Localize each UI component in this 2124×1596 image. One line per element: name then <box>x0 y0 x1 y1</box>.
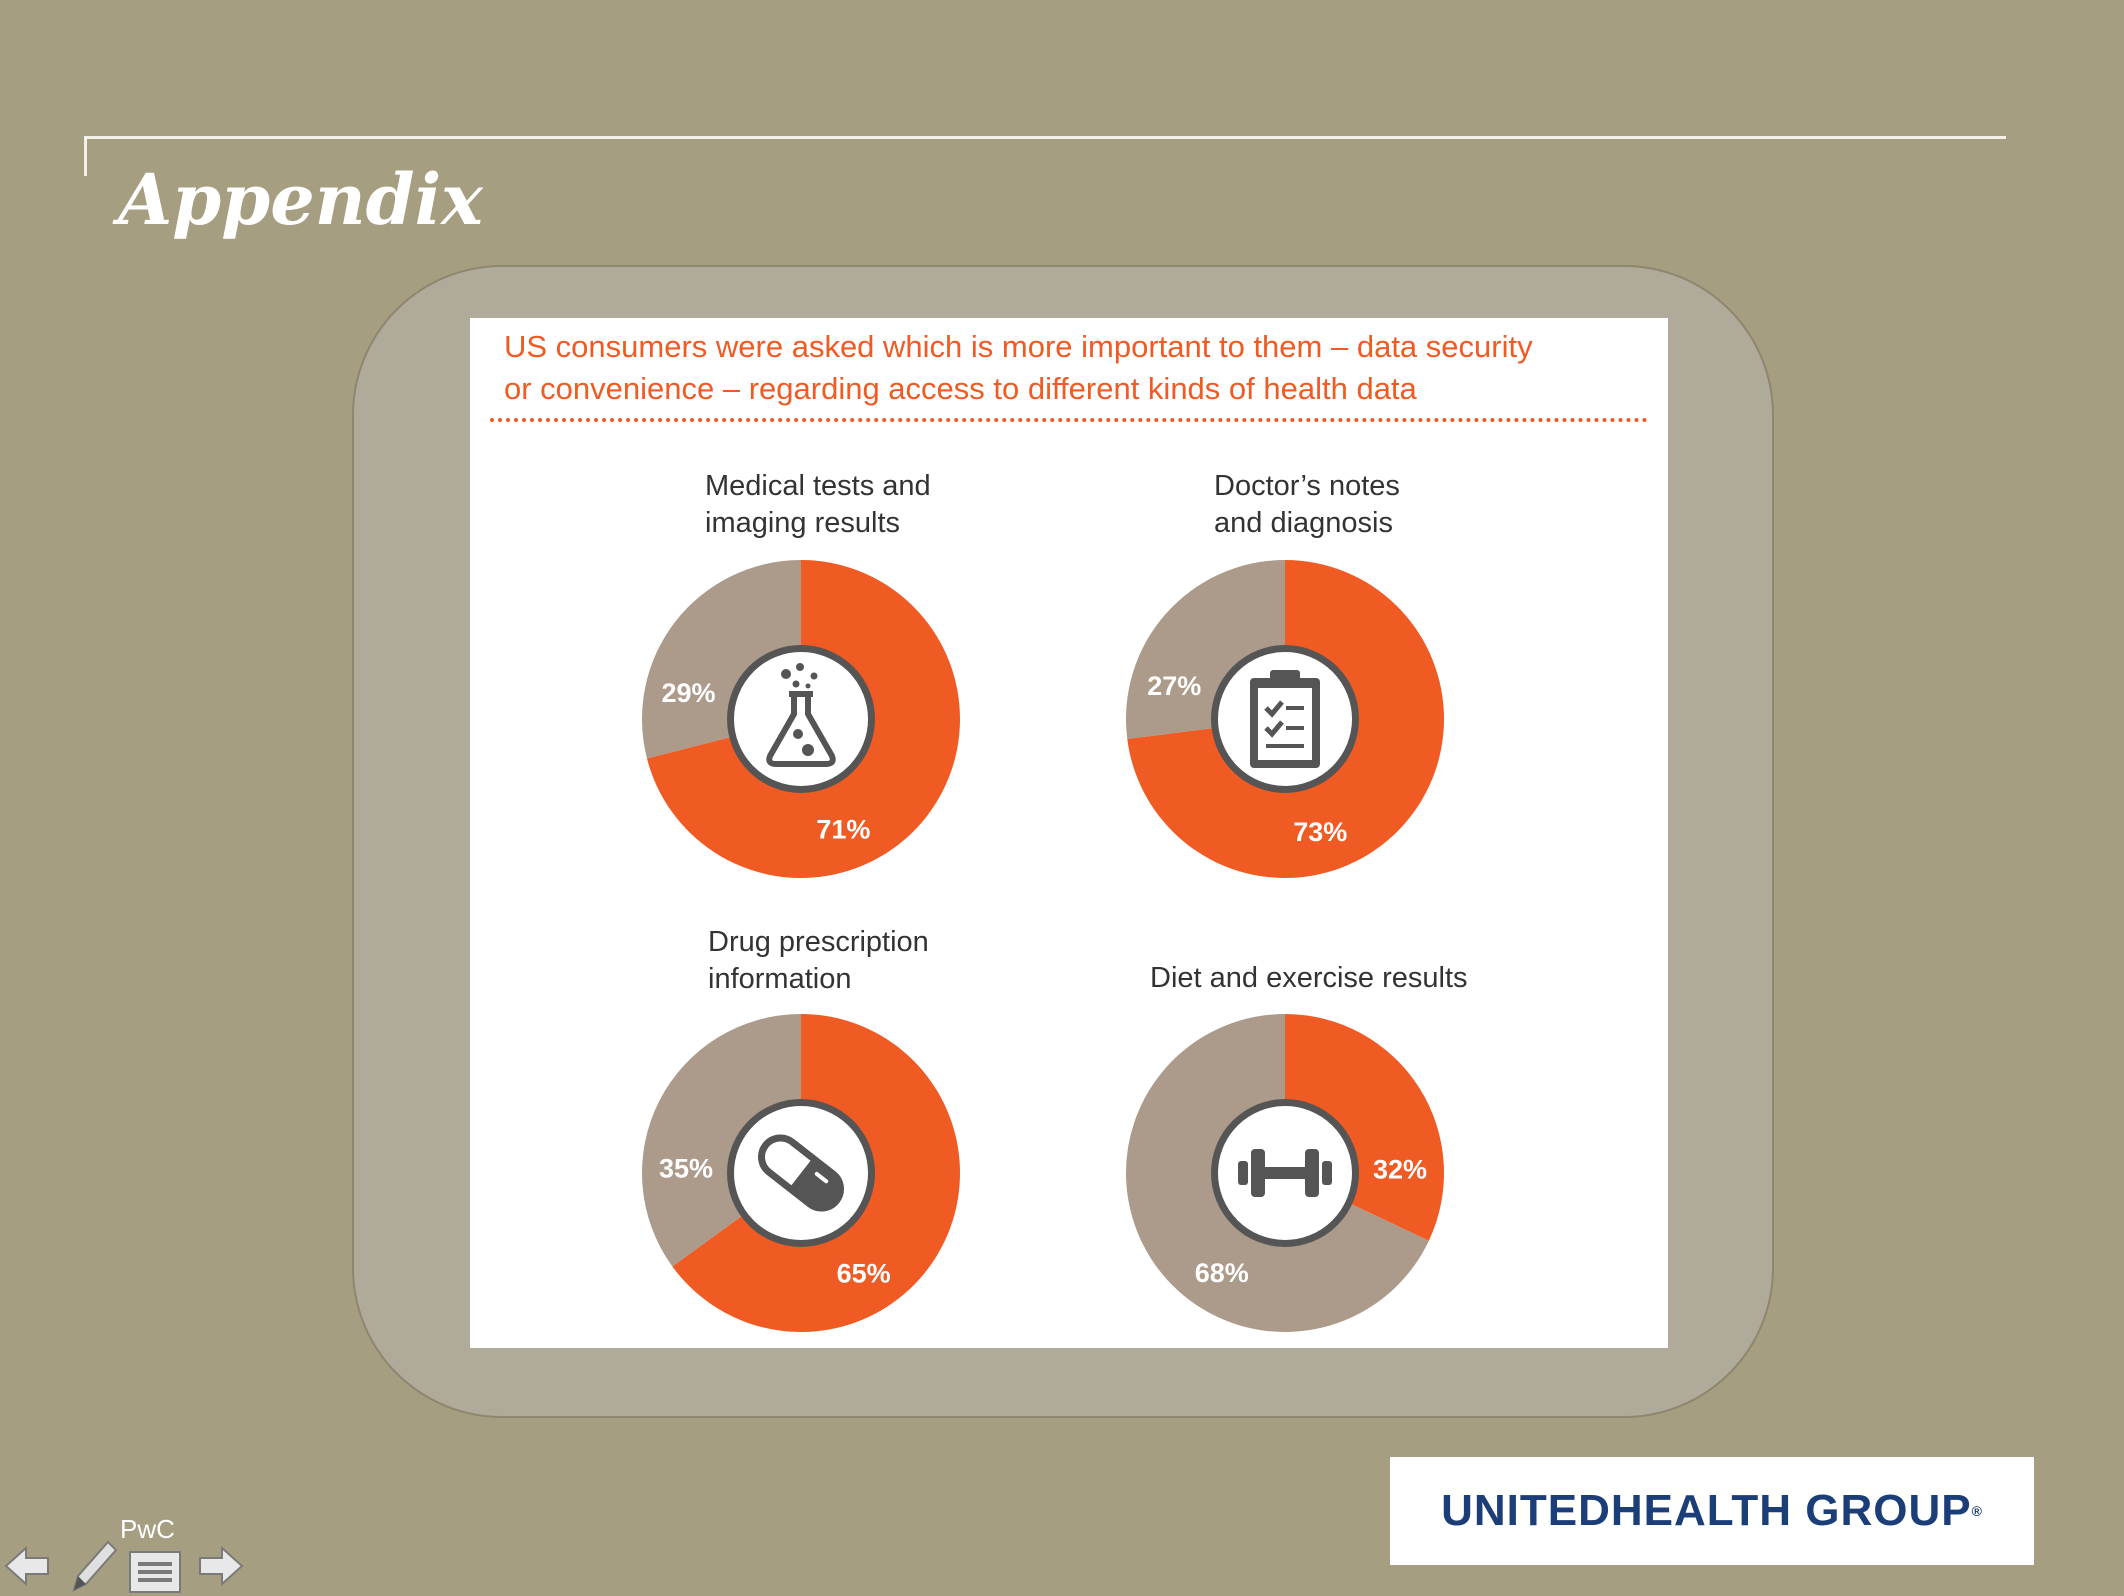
chart-title-line-2: information <box>708 963 852 995</box>
icon-circle-pill <box>727 1099 875 1247</box>
dumbbell-icon <box>1238 1149 1332 1197</box>
slice-value-label: 73% <box>1293 817 1347 847</box>
chart-title-doctors-notes: Doctor’s notes and diagnosis <box>1214 468 1400 542</box>
chart-title-diet-exercise: Diet and exercise results <box>1150 960 1468 997</box>
chart-title-medical-tests: Medical tests and imaging results <box>705 468 931 542</box>
panel-heading-line-1: US consumers were asked which is more im… <box>504 329 1533 364</box>
chart-title-line-1: Doctor’s notes <box>1214 470 1400 502</box>
infographic-panel: US consumers were asked which is more im… <box>470 318 1668 1348</box>
icon-circle-dumbbell <box>1211 1099 1359 1247</box>
title-rule-tick <box>84 136 87 176</box>
icon-circle-clipboard <box>1211 645 1359 793</box>
flask-icon <box>766 663 836 767</box>
logo-text: UNITEDHEALTH GROUP ® <box>1390 1457 2034 1565</box>
slice-value-label: 29% <box>661 678 715 708</box>
icon-circle-flask <box>727 645 875 793</box>
nav-label: PwC <box>120 1514 175 1544</box>
chart-title-line-2: imaging results <box>705 507 901 539</box>
donut-slice-secondary <box>642 1014 801 1267</box>
logo-wordmark: UNITEDHEALTH GROUP <box>1441 1486 1972 1535</box>
slice-value-label: 65% <box>837 1258 891 1288</box>
pen-icon[interactable] <box>72 1540 118 1592</box>
arrow-left-icon[interactable] <box>4 1545 49 1587</box>
chart-title-line-1: Medical tests and <box>705 470 931 502</box>
pill-icon <box>758 1134 844 1212</box>
slice-value-label: 35% <box>659 1154 713 1184</box>
clipboard-icon <box>1250 670 1320 768</box>
panel-heading: US consumers were asked which is more im… <box>504 326 1644 410</box>
unitedhealth-logo: UNITEDHEALTH GROUP ® <box>1390 1457 2034 1565</box>
slice-value-label: 71% <box>816 814 870 844</box>
slide-title: Appendix <box>118 158 483 241</box>
chart-title-line-1: Diet and exercise results <box>1150 962 1468 994</box>
chart-title-line-1: Drug prescription <box>708 926 929 958</box>
slice-value-label: 68% <box>1195 1258 1249 1288</box>
logo-registered-mark: ® <box>1971 1503 1983 1519</box>
title-rule <box>84 136 2006 139</box>
chart-title-drug-prescription: Drug prescription information <box>708 924 929 998</box>
panel-heading-line-2: or convenience – regarding access to dif… <box>504 371 1417 406</box>
arrow-right-icon[interactable] <box>199 1545 244 1587</box>
dotted-divider <box>490 418 1648 422</box>
slice-value-label: 27% <box>1147 671 1201 701</box>
slice-value-label: 32% <box>1373 1154 1427 1184</box>
slide-navigation <box>4 1540 244 1593</box>
menu-icon[interactable] <box>129 1551 181 1593</box>
chart-title-line-2: and diagnosis <box>1214 507 1393 539</box>
